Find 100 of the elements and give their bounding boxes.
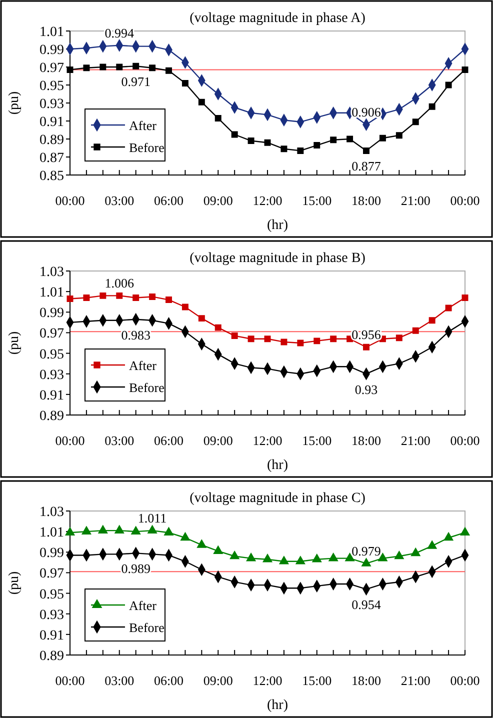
legend-label: Before	[129, 620, 165, 635]
y-tick-label: 0.89	[40, 649, 64, 664]
x-tick-label: 00:00	[450, 193, 480, 208]
point	[182, 80, 188, 86]
y-tick-label: 0.93	[40, 368, 64, 383]
x-tick-label: 00:00	[55, 433, 85, 448]
point	[100, 64, 106, 70]
point	[116, 292, 123, 299]
point	[198, 98, 205, 106]
point	[180, 532, 190, 541]
y-tick-label: 1.03	[40, 505, 64, 520]
point	[279, 556, 289, 564]
annotation: 0.954	[352, 597, 382, 612]
point	[116, 64, 123, 70]
x-tick-label: 12:00	[252, 433, 282, 448]
y-tick-label: 0.97	[40, 566, 64, 582]
x-tick-label: 12:00	[252, 673, 282, 688]
y-tick-label: 0.95	[40, 347, 64, 362]
point	[213, 546, 223, 554]
point	[98, 525, 108, 534]
annotation: 1.011	[138, 510, 167, 526]
point	[83, 64, 90, 72]
y-tick-label: 1.01	[40, 286, 64, 301]
x-tick-label: 18:00	[351, 433, 382, 448]
point	[231, 332, 238, 340]
x-tick-label: 06:00	[154, 433, 184, 448]
point	[314, 338, 320, 344]
point	[182, 304, 188, 310]
annotation: 0.979	[352, 543, 381, 558]
x-tick-label: 12:00	[252, 193, 282, 208]
annotation: 0.877	[352, 158, 382, 174]
point	[396, 334, 402, 342]
legend-label: After	[129, 118, 158, 133]
point	[296, 556, 306, 564]
x-tick-label: 21:00	[400, 193, 430, 208]
y-tick-label: 0.85	[40, 169, 64, 184]
point	[65, 527, 75, 536]
point	[230, 550, 240, 560]
point	[100, 292, 106, 299]
point	[346, 136, 354, 142]
annotation: 0.906	[352, 104, 382, 120]
y-tick-label: 0.97	[40, 61, 64, 76]
annotation: 0.971	[121, 74, 150, 90]
point	[428, 317, 436, 324]
x-tick-label: 00:00	[450, 433, 480, 448]
point	[412, 327, 419, 334]
point	[131, 526, 140, 534]
point	[198, 315, 205, 322]
point	[410, 548, 420, 556]
point	[264, 336, 271, 342]
x-axis-title: (hr)	[267, 698, 288, 713]
y-tick-label: 0.99	[40, 306, 64, 322]
x-tick-label: 06:00	[154, 673, 184, 688]
point	[363, 344, 370, 350]
x-tick-label: 15:00	[302, 193, 332, 208]
chart-title: (voltage magnitude in phase C)	[190, 491, 366, 506]
x-tick-label: 21:00	[400, 433, 430, 448]
point	[214, 115, 222, 122]
x-axis-title: (hr)	[267, 218, 288, 233]
point	[82, 526, 92, 534]
y-tick-label: 0.89	[40, 409, 64, 424]
annotation: 0.983	[121, 327, 150, 342]
y-axis-title: (pu)	[7, 331, 22, 355]
annotation: 0.956	[352, 327, 382, 342]
x-tick-label: 03:00	[104, 193, 134, 208]
x-tick-label: 03:00	[104, 673, 134, 688]
y-tick-label: 0.95	[40, 587, 64, 602]
y-tick-label: 1.01	[40, 25, 64, 40]
y-tick-label: 0.97	[40, 326, 64, 342]
point	[280, 146, 288, 152]
point	[444, 532, 454, 541]
legend-label: Before	[129, 140, 165, 155]
point	[314, 142, 320, 149]
point	[166, 296, 172, 304]
x-tick-label: 06:00	[154, 193, 184, 208]
point	[114, 525, 124, 534]
point	[445, 304, 452, 312]
point	[66, 296, 74, 302]
point	[149, 64, 156, 72]
point	[149, 293, 156, 300]
y-tick-label: 0.99	[40, 43, 64, 58]
point	[462, 66, 468, 73]
x-tick-label: 18:00	[351, 673, 382, 688]
point	[264, 139, 271, 146]
x-tick-label: 09:00	[203, 193, 233, 208]
point	[248, 336, 254, 342]
x-axis-title: (hr)	[267, 458, 288, 473]
y-tick-label: 0.99	[40, 546, 64, 562]
point	[83, 294, 90, 301]
y-tick-label: 0.93	[40, 97, 64, 112]
x-tick-label: 15:00	[302, 433, 332, 448]
point	[214, 324, 222, 331]
y-tick-label: 0.93	[40, 608, 64, 623]
point	[460, 527, 470, 536]
point	[428, 103, 436, 110]
point	[297, 147, 304, 154]
point	[197, 540, 206, 548]
point	[246, 553, 256, 562]
legend-label: After	[129, 598, 158, 613]
point	[248, 138, 254, 144]
